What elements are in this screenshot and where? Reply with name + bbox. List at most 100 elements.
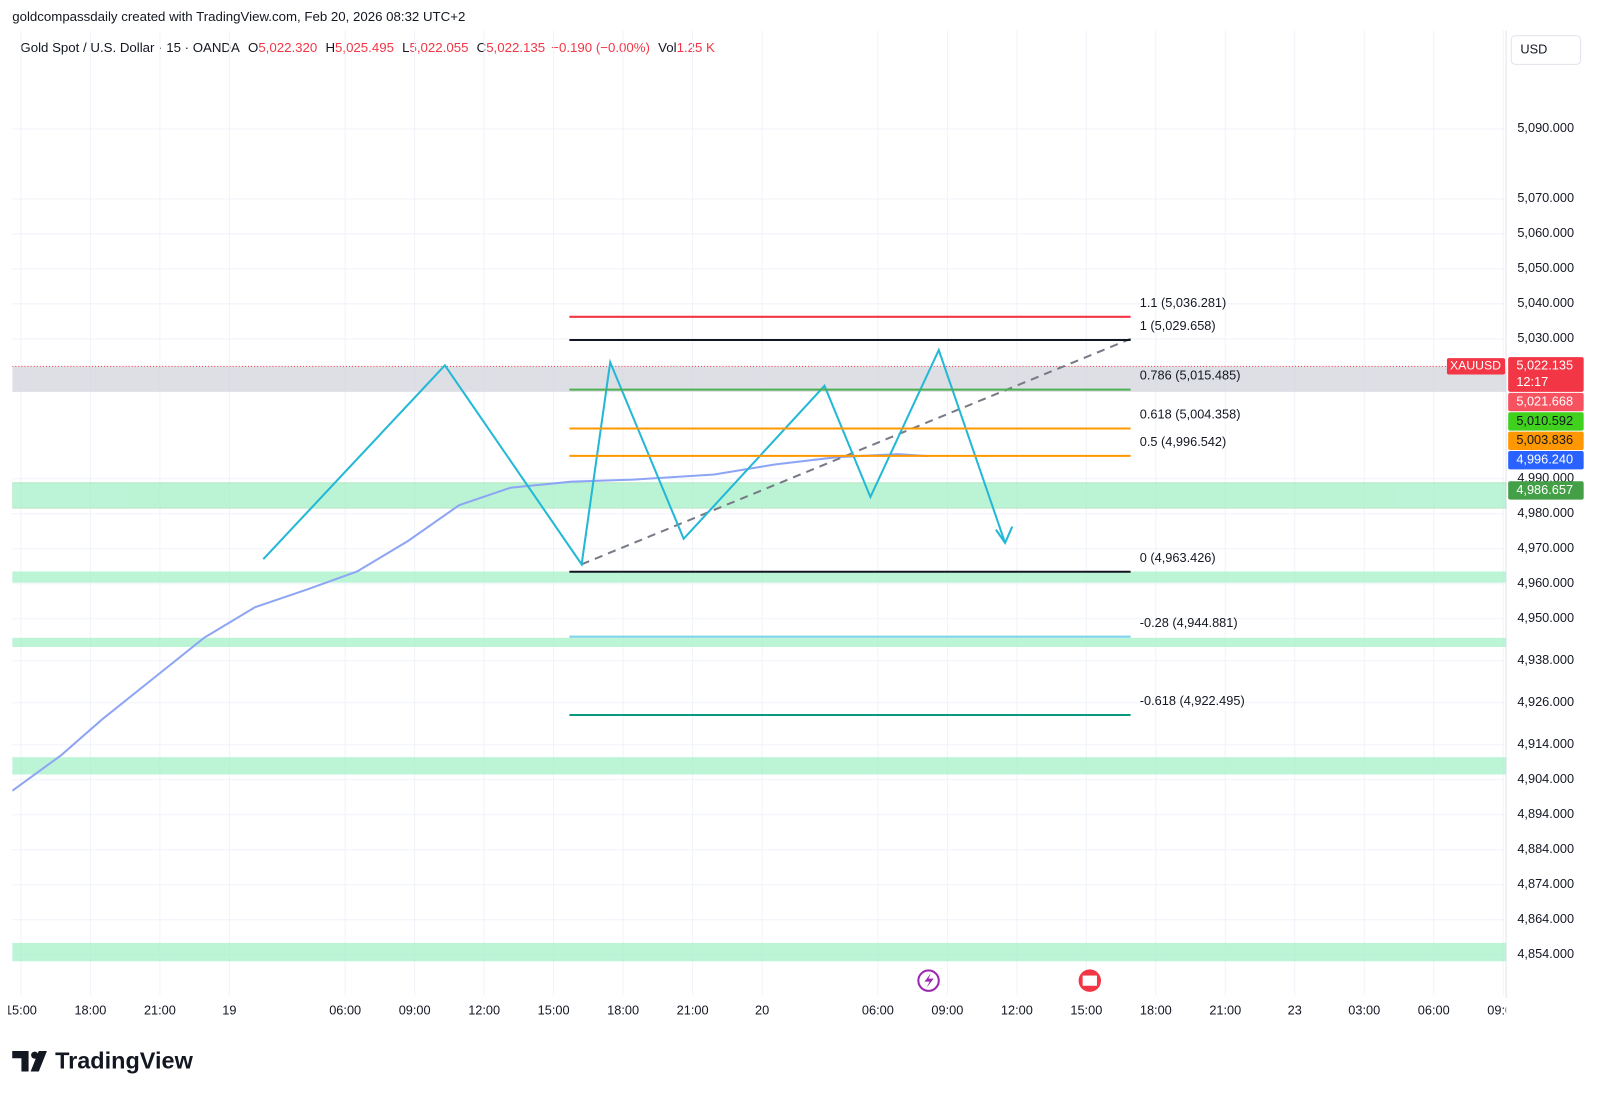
symbol: Gold Spot / U.S. Dollar · 15 · OANDA [20, 40, 240, 55]
y-tick-label: 4,864.000 [1517, 911, 1574, 926]
x-tick-label: 19 [222, 1003, 236, 1018]
x-tick-label: 03:00 [1348, 1003, 1380, 1018]
y-tick-label: 4,884.000 [1517, 841, 1574, 856]
symbol-row: Gold Spot / U.S. Dollar · 15 · OANDA O5,0… [20, 40, 715, 55]
x-tick-label: 06:00 [1418, 1003, 1450, 1018]
y-tick-label: 4,960.000 [1517, 575, 1574, 590]
drawings [262, 337, 1131, 568]
x-tick-label: 09:00 [931, 1003, 963, 1018]
x-tick-label: 23 [1288, 1003, 1302, 1018]
zigzag-pattern [262, 347, 1007, 568]
y-tick-label: 4,926.000 [1517, 694, 1574, 709]
x-tick-label: 15:00 [538, 1003, 570, 1018]
ohlc-key: C [477, 40, 487, 55]
x-tick-label: 09:00 [399, 1003, 431, 1018]
x-tick-label: 06:00 [862, 1003, 894, 1018]
price-tag-label: 5,021.668 [1516, 393, 1573, 408]
green-zone [12, 482, 1507, 509]
price-tag-label: 5,010.592 [1516, 413, 1573, 428]
x-tick-label: 15:00 [5, 1003, 37, 1018]
y-tick-label: 4,854.000 [1517, 946, 1574, 961]
ohlc-key: L [402, 40, 409, 55]
price-tag-label: 4,996.240 [1516, 452, 1573, 467]
fib-label: 1.1 (5,036.281) [1140, 295, 1226, 310]
y-tick-label: 4,904.000 [1517, 771, 1574, 786]
fib-label: 0.618 (5,004.358) [1140, 407, 1241, 422]
y-axis: 5,090.000 5,070.000 5,060.000 5,050.000 5,04… [1517, 120, 1574, 961]
symbol-tag [1446, 358, 1506, 375]
currency[interactable]: USD [1520, 41, 1547, 56]
y-tick-label: 4,980.000 [1517, 505, 1574, 520]
green-zone [12, 571, 1507, 583]
price-tag-countdown: 12:17 [1516, 374, 1548, 389]
fib-label: -0.28 (4,944.881) [1140, 615, 1238, 630]
x-axis: 15:00 18:00 21:00 19 06:00 09:00 12:00 15:00 18:… [5, 1003, 1519, 1018]
volume: 1.25 K [677, 40, 715, 55]
y-tick-label: 4,914.000 [1517, 736, 1574, 751]
event-icon-flag [1082, 975, 1097, 986]
x-tick-label: 18:00 [607, 1003, 639, 1018]
y-tick-label: 5,030.000 [1517, 330, 1574, 345]
fib-levels: 1.1 (5,036.281) 1 (5,029.658) 0.786 (5,015… [569, 295, 1245, 717]
gray-zone [12, 366, 1507, 392]
x-tick-label: 12:00 [468, 1003, 500, 1018]
ohlc-key: H [325, 40, 335, 55]
x-tick-label: 18:00 [1140, 1003, 1172, 1018]
green-zone [12, 757, 1507, 775]
y-tick-label: 5,050.000 [1517, 260, 1574, 275]
x-tick-label: 18:00 [74, 1003, 106, 1018]
y-tick-label: 5,060.000 [1517, 225, 1574, 240]
volume-label: Vol [658, 40, 676, 55]
price-tag-label: 5,003.836 [1516, 432, 1573, 447]
y-tick-label: 4,950.000 [1517, 610, 1574, 625]
green-zone [12, 942, 1507, 962]
arrow-head [995, 526, 1014, 545]
logo-part [12, 1051, 29, 1072]
ohlc-key: O [248, 40, 258, 55]
x-tick-label: 15:00 [1070, 1003, 1102, 1018]
x-tick-label: 21:00 [677, 1003, 709, 1018]
y-tick-label: 4,970.000 [1517, 540, 1574, 555]
y-tick-label: 4,938.000 [1517, 652, 1574, 667]
grid [12, 30, 1507, 995]
change: −0.190 (−0.00%) [551, 40, 650, 55]
y-tick-label: 5,040.000 [1517, 295, 1574, 310]
ohlc-value: 5,025.495 [335, 40, 394, 55]
price-tag [1508, 392, 1584, 412]
price-tag-label: 5,022.135 [1516, 358, 1573, 373]
brand: TradingView [55, 1047, 193, 1073]
x-tick-label: 21:00 [1209, 1003, 1241, 1018]
x-tick-label: 21:00 [144, 1003, 176, 1018]
currency-button[interactable] [1510, 35, 1582, 65]
y-tick-label: 5,070.000 [1517, 190, 1574, 205]
ohlc-value: 5,022.055 [410, 40, 469, 55]
price-tag [1508, 412, 1584, 431]
y-tick-label: 4,874.000 [1517, 876, 1574, 891]
green-zone [12, 637, 1507, 647]
fib-label: 1 (5,029.658) [1140, 318, 1216, 333]
moving-average [12, 453, 929, 792]
price-tag [1508, 451, 1584, 470]
attribution: goldcompassdaily created with TradingVie… [12, 9, 465, 24]
x-tick-label: 20 [755, 1003, 769, 1018]
zones [12, 366, 1507, 962]
logo-part [30, 1051, 47, 1072]
fib-label: -0.618 (4,922.495) [1140, 693, 1245, 708]
x-tick-label: 06:00 [329, 1003, 361, 1018]
ohlc-value: 5,022.320 [258, 40, 317, 55]
x-tick-label: 09:00 [1487, 1003, 1519, 1018]
symbol-tag-label: XAUUSD [1450, 359, 1501, 373]
x-tick-label: 12:00 [1001, 1003, 1033, 1018]
fib-label: 0.5 (4,996.542) [1140, 434, 1226, 449]
brand-logo [12, 1051, 47, 1072]
fib-label: 0 (4,963.426) [1140, 550, 1216, 565]
event-icon-bolt [924, 973, 934, 988]
price-tag-label: 4,986.657 [1516, 482, 1573, 497]
price-tag [1508, 431, 1584, 450]
ohlc-value: 5,022.135 [486, 40, 545, 55]
fib-label: 0.786 (5,015.485) [1140, 368, 1241, 383]
price-tag [1508, 357, 1584, 392]
